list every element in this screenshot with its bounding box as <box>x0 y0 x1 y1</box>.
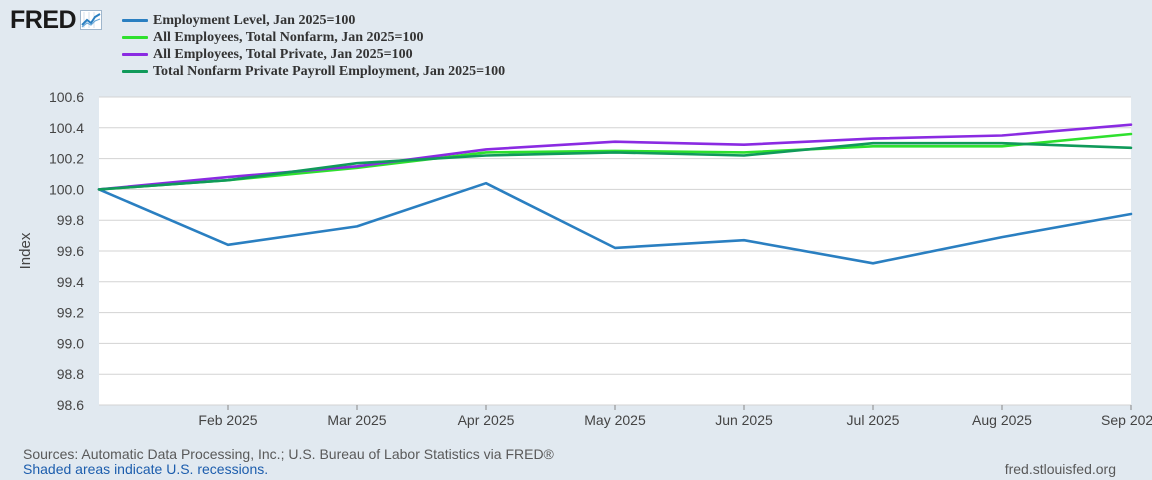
legend-label: Total Nonfarm Private Payroll Employment… <box>153 63 506 79</box>
sources-note: Sources: Automatic Data Processing, Inc.… <box>23 446 554 462</box>
x-tick-label: Jul 2025 <box>847 412 900 428</box>
y-tick-label: 98.6 <box>57 397 84 413</box>
y-tick-label: 99.6 <box>57 243 84 259</box>
x-tick-label: Sep 2025 <box>1101 412 1152 428</box>
y-tick-label: 99.4 <box>57 274 84 290</box>
legend-swatch <box>122 53 148 56</box>
y-tick-label: 99.8 <box>57 212 84 228</box>
fred-url[interactable]: fred.stlouisfed.org <box>1004 461 1116 477</box>
y-axis-label: Index <box>17 232 34 269</box>
y-tick-label: 100.6 <box>49 89 84 105</box>
y-tick-label: 100.4 <box>49 120 84 136</box>
y-tick-label: 100.2 <box>49 151 84 167</box>
y-tick-label: 100.0 <box>49 181 84 197</box>
y-tick-label: 99.2 <box>57 305 84 321</box>
legend-item[interactable]: Total Nonfarm Private Payroll Employment… <box>122 63 505 80</box>
legend-swatch <box>122 70 148 73</box>
legend-label: All Employees, Total Private, Jan 2025=1… <box>153 46 413 62</box>
y-tick-label: 99.0 <box>57 335 84 351</box>
fred-logo-text: FRED <box>10 6 77 34</box>
legend-swatch <box>122 36 148 39</box>
legend-item[interactable]: All Employees, Total Nonfarm, Jan 2025=1… <box>122 29 505 46</box>
legend-swatch <box>122 19 148 22</box>
line-chart-icon <box>80 10 103 30</box>
legend-label: Employment Level, Jan 2025=100 <box>153 12 356 28</box>
x-tick-label: Apr 2025 <box>458 412 515 428</box>
x-tick-label: Feb 2025 <box>198 412 257 428</box>
x-tick-label: Mar 2025 <box>327 412 386 428</box>
recessions-note: Shaded areas indicate U.S. recessions. <box>23 461 269 477</box>
legend-item[interactable]: Employment Level, Jan 2025=100 <box>122 12 505 29</box>
x-tick-label: Jun 2025 <box>715 412 773 428</box>
line-chart: 98.6 98.8 99.0 99.2 99.4 99.6 99.8 100.0 100.2 10… <box>17 89 1152 428</box>
chart-legend: Employment Level, Jan 2025=100 All Employ… <box>122 12 505 80</box>
legend-item[interactable]: All Employees, Total Private, Jan 2025=1… <box>122 46 505 63</box>
fred-logo[interactable]: FRED <box>10 6 103 34</box>
x-tick-label: May 2025 <box>584 412 646 428</box>
x-tick-label: Aug 2025 <box>972 412 1032 428</box>
legend-label: All Employees, Total Nonfarm, Jan 2025=1… <box>153 29 424 45</box>
y-tick-label: 98.8 <box>57 366 84 382</box>
